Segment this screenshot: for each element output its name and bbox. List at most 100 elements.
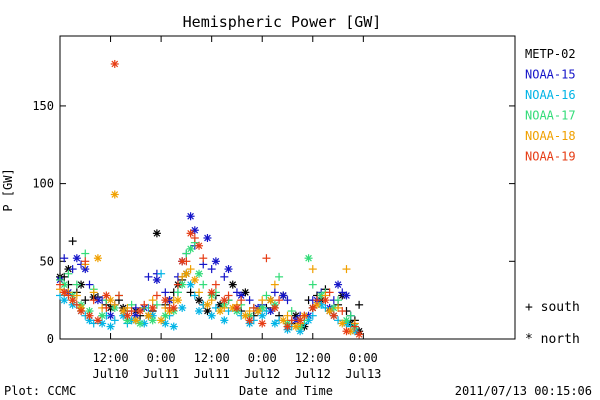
- north-point: [342, 327, 351, 336]
- south-point: [211, 303, 220, 312]
- legend-item: NOAA-17: [525, 109, 576, 123]
- north-point: [190, 226, 199, 235]
- north-point: [195, 269, 204, 278]
- symbol-legend-item: * north: [525, 332, 580, 347]
- north-point: [161, 319, 170, 328]
- y-axis: 0 50 100 150: [32, 99, 515, 346]
- south-point: [64, 291, 73, 300]
- south-point: [114, 291, 123, 300]
- south-point: [287, 316, 296, 325]
- south-point: [178, 272, 187, 281]
- south-point: [64, 269, 73, 278]
- x-tick-label-date: Jul11: [194, 367, 230, 381]
- south-point: [249, 303, 258, 312]
- north-point: [136, 319, 145, 328]
- north-point: [195, 307, 204, 316]
- x-tick-label-date: Jul12: [295, 367, 331, 381]
- south-point: [338, 288, 347, 297]
- south-point: [89, 296, 98, 305]
- south-point: [211, 280, 220, 289]
- south-point: [68, 237, 77, 246]
- north-point: [254, 307, 263, 316]
- north-point: [224, 265, 233, 274]
- series-noaa-17: [56, 238, 359, 331]
- north-point: [207, 288, 216, 297]
- south-point: [312, 296, 321, 305]
- north-point: [270, 303, 279, 312]
- north-point: [216, 307, 225, 316]
- south-point: [81, 296, 90, 305]
- north-point: [77, 307, 86, 316]
- north-point: [110, 190, 119, 199]
- north-point: [60, 296, 69, 305]
- legend-item: METP-02: [525, 47, 576, 61]
- south-point: [60, 254, 69, 263]
- south-point: [355, 300, 364, 309]
- north-point: [338, 319, 347, 328]
- north-point: [93, 254, 102, 263]
- north-point: [110, 59, 119, 68]
- south-point: [186, 288, 195, 297]
- north-point: [279, 291, 288, 300]
- north-point: [329, 311, 338, 320]
- south-point: [220, 303, 229, 312]
- south-point: [56, 280, 64, 289]
- legend-item: NOAA-19: [525, 150, 576, 164]
- south-point: [182, 249, 191, 258]
- x-tick-label-date: Jul10: [92, 367, 128, 381]
- north-point: [152, 275, 161, 284]
- south-point: [224, 307, 233, 316]
- north-point: [169, 322, 178, 331]
- south-point: [308, 280, 317, 289]
- plot-frame: [59, 35, 516, 340]
- x-tick-label-time: 12:00: [295, 351, 331, 365]
- north-point: [329, 303, 338, 312]
- north-point: [334, 280, 343, 289]
- north-point: [342, 291, 351, 300]
- south-point: [161, 288, 170, 297]
- south-point: [81, 257, 90, 266]
- south-point: [148, 296, 157, 305]
- south-point: [283, 296, 292, 305]
- legend: METP-02 NOAA-15 NOAA-16 NOAA-17 NOAA-18 NOAA-…: [525, 47, 576, 164]
- chart-title: Hemispheric Power [GW]: [183, 13, 382, 31]
- north-point: [161, 296, 170, 305]
- north-point: [178, 257, 187, 266]
- north-point: [131, 316, 140, 325]
- south-point: [152, 300, 161, 309]
- north-point: [355, 330, 364, 339]
- south-point: [173, 280, 182, 289]
- north-point: [270, 319, 279, 328]
- plot-timestamp: 2011/07/13 00:15:06: [455, 384, 592, 398]
- north-point: [195, 296, 204, 305]
- x-tick-label-date: Jul12: [244, 367, 280, 381]
- south-point: [325, 288, 334, 297]
- symbol-legend-item: + south: [525, 300, 580, 315]
- north-point: [85, 311, 94, 320]
- south-point: [270, 288, 279, 297]
- south-point: [89, 288, 98, 297]
- south-point: [123, 303, 132, 312]
- north-point: [220, 296, 229, 305]
- south-point: [140, 300, 149, 309]
- north-point: [232, 303, 241, 312]
- north-point: [203, 300, 212, 309]
- south-point: [232, 288, 241, 297]
- south-point: [245, 307, 254, 316]
- north-point: [220, 316, 229, 325]
- footer-left: Plot: CCMC: [4, 384, 76, 398]
- south-point: [258, 296, 267, 305]
- south-point: [127, 307, 136, 316]
- south-point: [283, 311, 292, 320]
- north-point: [98, 319, 107, 328]
- south-point: [81, 249, 90, 258]
- south-point: [350, 322, 359, 331]
- south-point: [102, 303, 111, 312]
- south-point: [85, 280, 94, 289]
- south-point: [89, 319, 98, 328]
- north-point: [321, 296, 330, 305]
- north-point: [102, 291, 111, 300]
- south-point: [190, 291, 199, 300]
- north-point: [186, 212, 195, 221]
- north-point: [123, 311, 132, 320]
